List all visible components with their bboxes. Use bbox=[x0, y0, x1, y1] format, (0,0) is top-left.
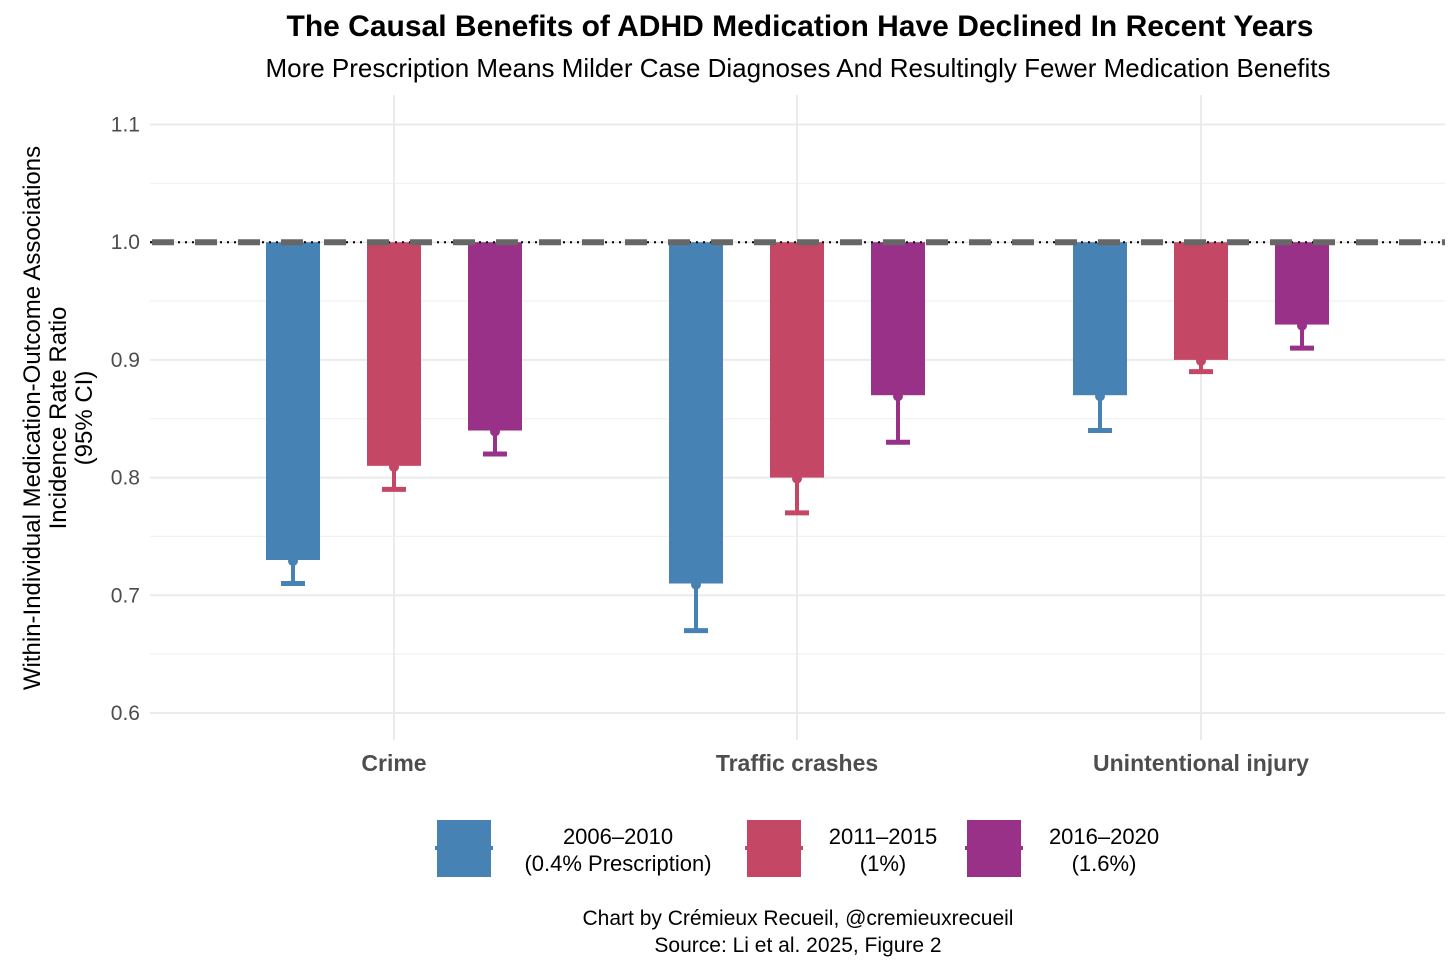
point-marker bbox=[490, 426, 500, 437]
y-tick-label: 1.1 bbox=[111, 114, 140, 137]
chart-subtitle: More Prescription Means Milder Case Diag… bbox=[265, 53, 1330, 83]
bar bbox=[669, 242, 723, 584]
point-marker bbox=[1297, 320, 1307, 331]
legend-label: 2011–2015 bbox=[829, 824, 938, 849]
y-tick-label: 0.8 bbox=[111, 467, 140, 490]
y-axis-ticks: 0.6 0.7 0.8 0.9 1.0 1.1 bbox=[111, 114, 140, 726]
y-tick-label: 0.6 bbox=[111, 702, 140, 725]
legend-label-detail: (1%) bbox=[860, 851, 906, 876]
x-category-label: Traffic crashes bbox=[716, 750, 878, 776]
y-tick-label: 1.0 bbox=[111, 231, 140, 254]
x-category-label: Crime bbox=[361, 750, 426, 776]
legend-label-detail: (1.6%) bbox=[1072, 851, 1137, 876]
bars bbox=[266, 242, 1329, 634]
legend-label-detail: (0.4% Prescription) bbox=[524, 851, 711, 876]
point-marker bbox=[691, 579, 701, 590]
bar bbox=[1275, 242, 1329, 325]
bar bbox=[1174, 242, 1228, 360]
y-axis-label-line-2: Incidence Rate Ratio bbox=[45, 307, 72, 530]
legend: 2006–2010(0.4% Prescription) 2011–2015(1%… bbox=[435, 820, 1159, 877]
caption-source: Source: Li et al. 2025, Figure 2 bbox=[654, 934, 941, 957]
point-marker bbox=[893, 391, 903, 402]
point-marker bbox=[1095, 391, 1105, 402]
bar bbox=[367, 242, 421, 466]
point-marker bbox=[792, 473, 802, 484]
y-axis-label: Within-Individual Medication-Outcome Ass… bbox=[19, 146, 98, 690]
bar bbox=[266, 242, 320, 560]
legend-label: 2016–2020 bbox=[1049, 824, 1159, 849]
bar bbox=[1073, 242, 1127, 396]
point-marker bbox=[389, 461, 399, 472]
y-tick-label: 0.7 bbox=[111, 584, 140, 607]
y-axis-label-line-1: Within-Individual Medication-Outcome Ass… bbox=[19, 146, 46, 690]
y-axis-label-line-3: (95% CI) bbox=[71, 371, 98, 466]
legend-label: 2006–2010 bbox=[563, 824, 673, 849]
x-category-label: Unintentional injury bbox=[1093, 750, 1309, 776]
point-marker bbox=[288, 555, 298, 566]
bar bbox=[770, 242, 824, 478]
y-tick-label: 0.9 bbox=[111, 349, 140, 372]
caption-credit: Chart by Crémieux Recueil, @cremieuxrecu… bbox=[583, 907, 1014, 930]
point-marker bbox=[1196, 355, 1206, 366]
bar bbox=[871, 242, 925, 396]
bar bbox=[468, 242, 522, 431]
x-axis-categories: Crime Traffic crashes Unintentional injury bbox=[361, 750, 1309, 776]
chart-title: The Causal Benefits of ADHD Medication H… bbox=[287, 10, 1314, 43]
